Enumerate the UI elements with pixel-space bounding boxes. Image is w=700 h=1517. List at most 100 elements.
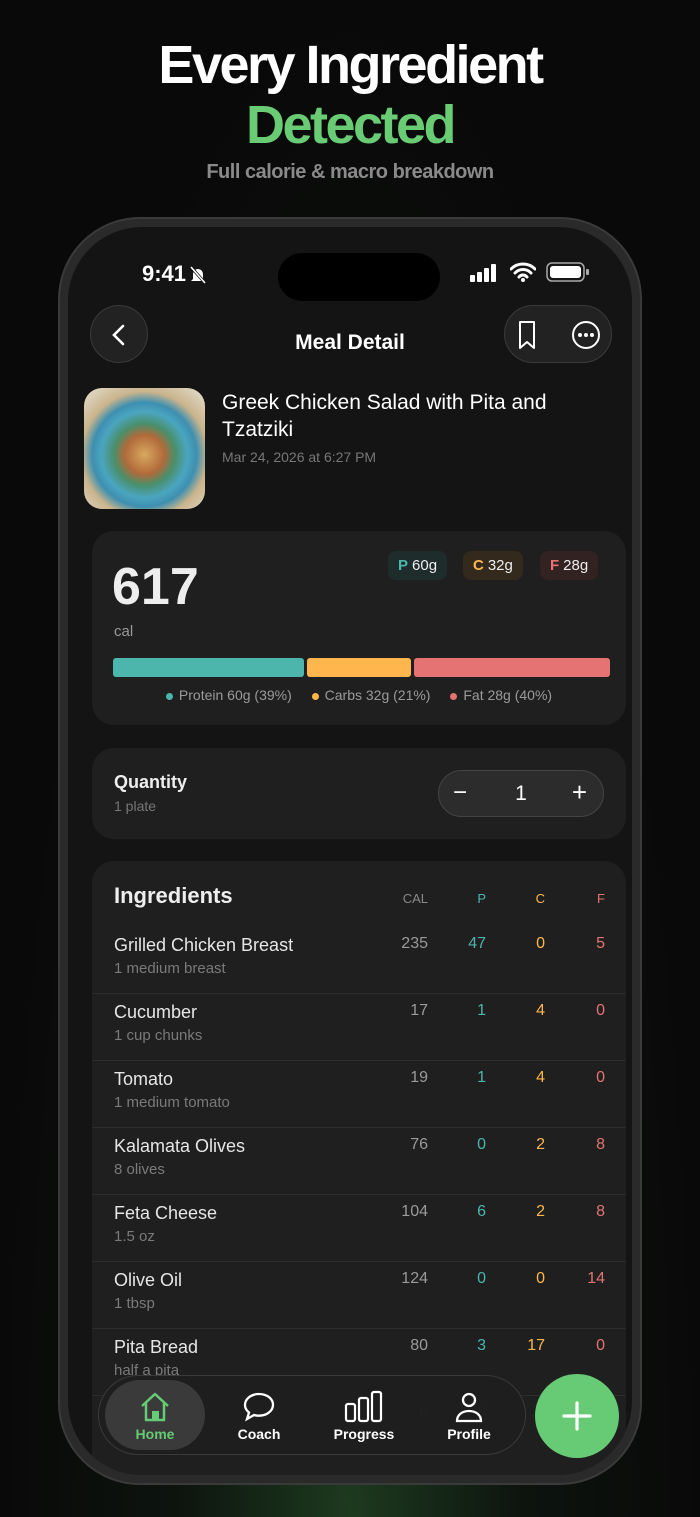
ingredient-name: Kalamata Olives xyxy=(114,1136,246,1156)
ingredient-protein: 0 xyxy=(477,1270,486,1287)
decrement-button[interactable]: − xyxy=(453,779,468,806)
quantity-card: Quantity 1 plate − 1 + xyxy=(92,748,626,839)
ingredient-serving: 1.5 oz xyxy=(114,1228,155,1245)
page-title: Meal Detail xyxy=(295,331,405,354)
carbs-segment xyxy=(307,658,411,677)
ingredient-cal: 19 xyxy=(410,1069,428,1086)
ingredient-protein: 0 xyxy=(477,1136,486,1153)
legend-fat: Fat 28g (40%) xyxy=(463,687,553,703)
ingredient-row[interactable]: Tomato 1 medium tomato 19 1 4 0 xyxy=(92,1061,626,1128)
ingredient-name: Grilled Chicken Breast xyxy=(114,935,294,955)
tab-home[interactable]: Home xyxy=(105,1380,205,1450)
ingredient-row[interactable]: Cucumber 1 cup chunks 17 1 4 0 xyxy=(92,994,626,1061)
legend-carbs: Carbs 32g (21%) xyxy=(324,687,431,703)
add-meal-button[interactable] xyxy=(535,1374,619,1458)
ingredient-fat: 5 xyxy=(596,935,605,952)
chat-bubble-icon xyxy=(243,1392,275,1422)
tab-label: Progress xyxy=(333,1426,395,1442)
ingredient-cal: 76 xyxy=(410,1136,428,1153)
quantity-value[interactable]: 1 xyxy=(515,782,527,805)
protein-segment xyxy=(113,658,305,677)
col-f: F xyxy=(597,891,605,906)
calorie-summary-card: 617 cal P 60g C 32g F 28g Protein 60g (39%)… xyxy=(92,531,626,725)
ingredient-carbs: 17 xyxy=(527,1337,545,1354)
wifi-icon xyxy=(510,262,536,282)
back-icon xyxy=(112,324,125,346)
tab-profile[interactable]: Profile xyxy=(419,1376,519,1454)
meal-photo xyxy=(84,388,205,509)
ingredient-protein: 47 xyxy=(468,935,486,952)
meal-name: Greek Chicken Salad with Pita and Tzatzi… xyxy=(222,391,547,441)
hero-title: Every Ingredient xyxy=(158,35,544,95)
fat-dot xyxy=(450,692,458,700)
status-time: 9:41 xyxy=(142,261,187,286)
tab-label: Profile xyxy=(447,1426,491,1442)
ingredient-serving: half a pita xyxy=(114,1362,180,1379)
protein-pill: P 60g xyxy=(388,551,448,580)
ingredient-serving: 1 cup chunks xyxy=(114,1027,203,1044)
legend-protein: Protein 60g (39%) xyxy=(178,687,292,703)
ingredient-serving: 1 tbsp xyxy=(114,1295,155,1312)
ingredient-carbs: 2 xyxy=(536,1136,545,1153)
col-p: P xyxy=(477,891,486,906)
increment-button[interactable]: + xyxy=(571,777,587,807)
ingredient-fat: 0 xyxy=(596,1069,605,1086)
ingredient-serving: 1 medium tomato xyxy=(114,1094,230,1111)
ingredient-row[interactable]: Grilled Chicken Breast 1 medium breast 2… xyxy=(92,927,626,994)
carbs-pill: C 32g xyxy=(463,551,523,580)
tab-label: Home xyxy=(135,1426,175,1442)
ingredient-serving: 8 olives xyxy=(114,1161,165,1178)
carbs-dot xyxy=(311,692,319,700)
quantity-unit: 1 plate xyxy=(114,798,157,814)
ingredient-carbs: 2 xyxy=(536,1203,545,1220)
ingredient-carbs: 4 xyxy=(536,1069,545,1086)
quantity-label: Quantity xyxy=(114,772,188,792)
ingredient-cal: 80 xyxy=(410,1337,428,1354)
more-icon[interactable] xyxy=(571,320,601,350)
back-button[interactable] xyxy=(90,305,148,363)
ingredient-name: Tomato xyxy=(114,1069,174,1089)
ingredients-title: Ingredients xyxy=(114,883,233,908)
ingredient-serving: 1 medium breast xyxy=(114,960,226,977)
ingredient-row[interactable]: Kalamata Olives 8 olives 76 0 2 8 xyxy=(92,1128,626,1195)
tab-progress[interactable]: Progress xyxy=(314,1376,414,1454)
ingredient-row[interactable]: Feta Cheese 1.5 oz 104 6 2 8 xyxy=(92,1195,626,1262)
tab-coach[interactable]: Coach xyxy=(209,1376,309,1454)
ingredient-cal: 124 xyxy=(401,1270,428,1287)
bookmark-icon[interactable] xyxy=(517,320,537,350)
hero-highlight: Detected xyxy=(245,95,457,155)
hero-subtitle: Full calorie & macro breakdown xyxy=(206,161,494,183)
ingredient-cal: 17 xyxy=(410,1002,428,1019)
header-actions xyxy=(504,305,612,363)
col-c: C xyxy=(535,891,545,906)
ingredient-cal: 235 xyxy=(401,935,428,952)
fat-letter: F xyxy=(550,557,560,574)
phone-frame: 9:41 Meal Detail Greek Chicken Salad wit… xyxy=(58,217,642,1485)
macro-legend: Protein 60g (39%) Carbs 32g (21%) Fat 28… xyxy=(92,687,626,703)
calorie-unit: cal xyxy=(114,623,134,640)
ingredient-fat: 8 xyxy=(596,1203,605,1220)
macro-bar xyxy=(113,658,610,677)
ingredient-protein: 1 xyxy=(477,1069,486,1086)
tab-label: Coach xyxy=(237,1426,281,1442)
calorie-total: 617 xyxy=(112,558,199,616)
plus-icon xyxy=(562,1401,592,1431)
ingredient-fat: 14 xyxy=(587,1270,605,1287)
ingredients-card: Ingredients CAL P C F Grilled Chicken Br… xyxy=(92,861,626,1475)
fat-pill: F 28g xyxy=(540,551,599,580)
person-icon xyxy=(455,1392,483,1423)
ingredient-name: Feta Cheese xyxy=(114,1203,218,1223)
meal-timestamp: Mar 24, 2026 at 6:27 PM xyxy=(222,449,377,465)
ingredient-protein: 3 xyxy=(477,1337,486,1354)
battery-icon xyxy=(546,262,589,282)
ingredient-name: Olive Oil xyxy=(114,1270,183,1290)
carbs-value: 32g xyxy=(487,557,513,574)
ingredient-carbs: 4 xyxy=(536,1002,545,1019)
ingredient-fat: 8 xyxy=(596,1136,605,1153)
screen: 9:41 Meal Detail Greek Chicken Salad wit… xyxy=(68,227,632,1475)
bar-chart-icon xyxy=(344,1390,383,1423)
quantity-stepper: − 1 + xyxy=(438,770,604,817)
ingredient-row[interactable]: Olive Oil 1 tbsp 124 0 0 14 xyxy=(92,1262,626,1329)
bell-muted-icon xyxy=(189,266,207,284)
ingredient-cal: 104 xyxy=(401,1203,428,1220)
